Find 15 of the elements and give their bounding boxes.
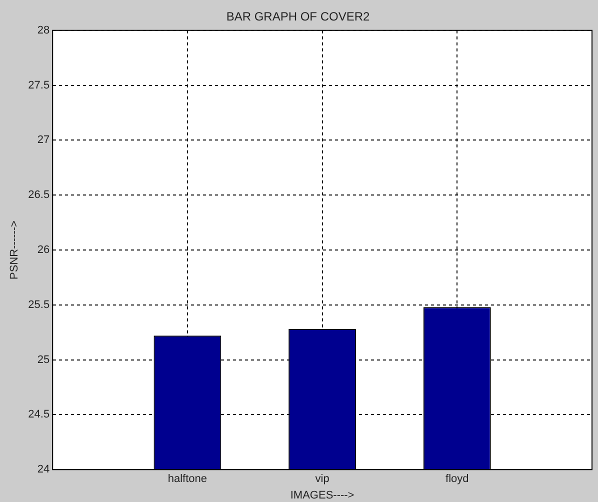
y-tick-label: 24.5 (28, 408, 50, 421)
chart-title: BAR GRAPH OF COVER2 (226, 10, 370, 24)
y-tick-label: 26.5 (28, 189, 50, 202)
x-axis-title: IMAGES----> (290, 489, 354, 502)
y-tick-label: 28 (37, 24, 50, 36)
x-tick-label: halftone (168, 473, 208, 486)
x-tick-label: floyd (446, 473, 469, 486)
y-tick-label: 27 (37, 134, 50, 146)
y-tick-label: 25.5 (28, 298, 50, 311)
x-tick-label: vip (315, 473, 330, 486)
y-axis-title: PSNR------> (8, 220, 21, 280)
y-tick-label: 26 (37, 244, 50, 256)
y-tick-label: 24 (37, 464, 50, 476)
y-tick-label: 25 (37, 354, 50, 366)
y-tick-label: 27.5 (28, 79, 50, 92)
